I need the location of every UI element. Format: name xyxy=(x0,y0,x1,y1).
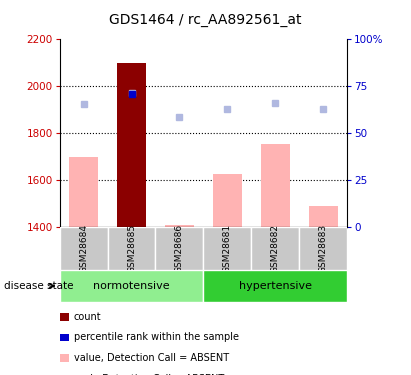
Text: count: count xyxy=(74,312,101,322)
Bar xyxy=(203,227,252,270)
Text: percentile rank within the sample: percentile rank within the sample xyxy=(74,333,238,342)
Text: GSM28683: GSM28683 xyxy=(319,224,328,273)
Bar xyxy=(252,227,299,270)
Text: disease state: disease state xyxy=(4,281,74,291)
Bar xyxy=(213,174,242,227)
Text: GSM28686: GSM28686 xyxy=(175,224,184,273)
Bar xyxy=(299,227,347,270)
Bar xyxy=(60,227,108,270)
Bar xyxy=(69,157,98,227)
Bar xyxy=(203,270,347,302)
Text: GSM28682: GSM28682 xyxy=(271,224,280,273)
Text: rank, Detection Call = ABSENT: rank, Detection Call = ABSENT xyxy=(74,374,224,375)
Bar xyxy=(309,206,338,227)
Text: hypertensive: hypertensive xyxy=(239,281,312,291)
Text: value, Detection Call = ABSENT: value, Detection Call = ABSENT xyxy=(74,353,229,363)
Bar xyxy=(108,227,155,270)
Bar xyxy=(117,63,146,227)
Bar xyxy=(155,227,203,270)
Text: GSM28681: GSM28681 xyxy=(223,224,232,273)
Bar xyxy=(261,144,290,227)
Bar xyxy=(60,270,203,302)
Text: GSM28684: GSM28684 xyxy=(79,224,88,273)
Text: GDS1464 / rc_AA892561_at: GDS1464 / rc_AA892561_at xyxy=(109,13,302,27)
Bar xyxy=(165,225,194,227)
Text: GSM28685: GSM28685 xyxy=(127,224,136,273)
Text: normotensive: normotensive xyxy=(93,281,170,291)
